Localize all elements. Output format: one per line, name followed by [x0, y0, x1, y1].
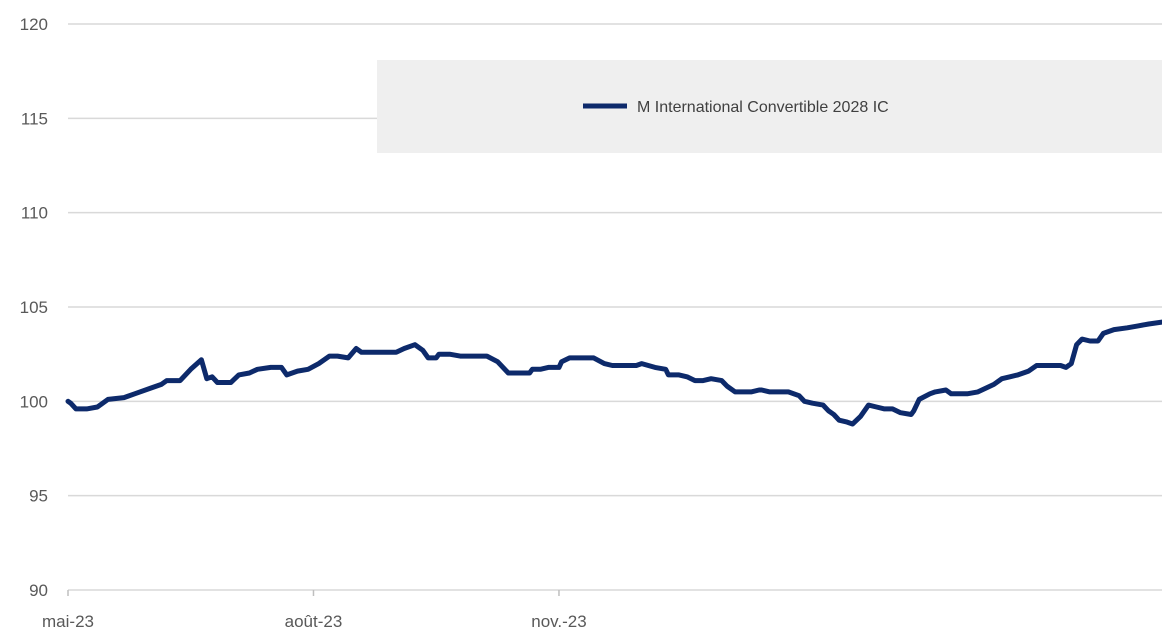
x-tick-label: août-23 — [285, 612, 343, 631]
legend-background — [377, 60, 1162, 153]
legend: M International Convertible 2028 IC — [377, 60, 1162, 153]
x-tick-label: nov.-23 — [531, 612, 586, 631]
y-tick-label: 90 — [29, 581, 48, 600]
legend-label: M International Convertible 2028 IC — [637, 99, 889, 116]
x-tick-label: mai-23 — [42, 612, 94, 631]
y-tick-label: 95 — [29, 487, 48, 506]
y-tick-label: 100 — [20, 392, 48, 411]
x-axis: mai-23 août-23 nov.-23 — [42, 590, 587, 631]
y-tick-label: 120 — [20, 15, 48, 34]
y-tick-label: 110 — [21, 204, 48, 223]
y-tick-label: 115 — [21, 109, 48, 128]
y-tick-label: 105 — [20, 298, 48, 317]
y-axis: 90 95 100 105 110 115 120 — [20, 15, 48, 600]
series-group — [65, 319, 1162, 427]
series-line — [65, 319, 1162, 427]
